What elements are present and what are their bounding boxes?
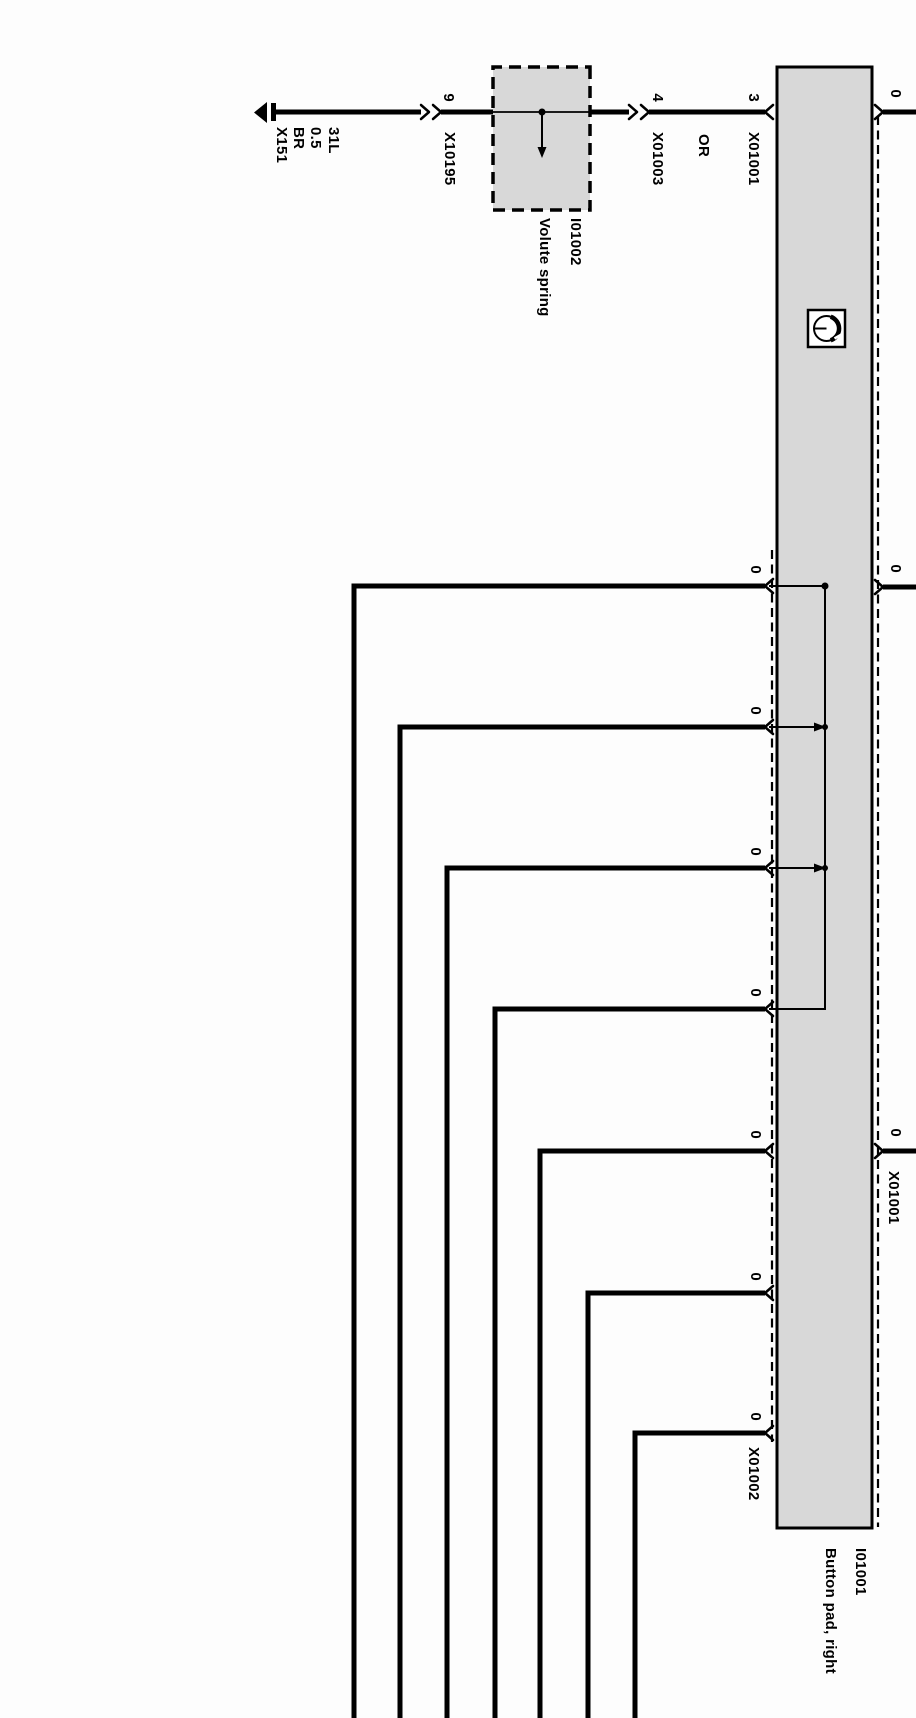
inline-connector-x01003: [627, 103, 651, 121]
wire-circuit-label: 31L: [325, 127, 342, 154]
connector-label-x01002: X01002: [745, 1447, 762, 1501]
pin-wires-bottom: [351, 583, 765, 1718]
wire-size-label: 0.5: [307, 127, 324, 149]
pin-number-label: 0: [747, 1412, 764, 1421]
ground-wire: [254, 102, 765, 158]
pin-wires-top: [873, 103, 916, 1160]
pin-number-label: 9: [440, 93, 457, 102]
internal-bus: [769, 582, 829, 1010]
connector-label-x01001-top: X01001: [885, 1171, 902, 1225]
connector-label-x01001-pin3: X01001: [745, 132, 762, 186]
inline-connector-x10195: [419, 103, 443, 121]
pin-number-label: 3: [745, 93, 762, 102]
ground-icon: [254, 102, 276, 123]
pin-number-label: 0: [887, 1128, 904, 1137]
steering-wheel-icon: [806, 308, 847, 349]
component-name-label: Button pad, right: [822, 1548, 839, 1674]
pin-number-label: 0: [887, 564, 904, 573]
actuation-arrow: [537, 108, 547, 158]
pin-number-label: 0: [747, 565, 764, 574]
connector-dashed-lines: [770, 116, 880, 1527]
pin-number-label: 0: [747, 1272, 764, 1281]
connector-label-x01003: X01003: [649, 132, 666, 186]
ground-connector-label: X151: [273, 127, 290, 164]
pin-number-label: 0: [747, 847, 764, 856]
component-id-label: I01001: [852, 1548, 869, 1596]
volute-spring-id-label: I01002: [567, 218, 584, 266]
pin-number-label: 0: [747, 988, 764, 997]
connector-label-x10195: X10195: [441, 132, 458, 186]
pin-number-label: 0: [887, 89, 904, 98]
pin-number-label: 0: [747, 706, 764, 715]
pin-number-label: 4: [649, 93, 666, 102]
pin-number-label: 0: [747, 1130, 764, 1139]
volute-spring-name-label: Volute spring: [536, 218, 553, 317]
wire-color-label-br: BR: [290, 127, 307, 150]
wire-color-label-or: OR: [695, 134, 712, 158]
